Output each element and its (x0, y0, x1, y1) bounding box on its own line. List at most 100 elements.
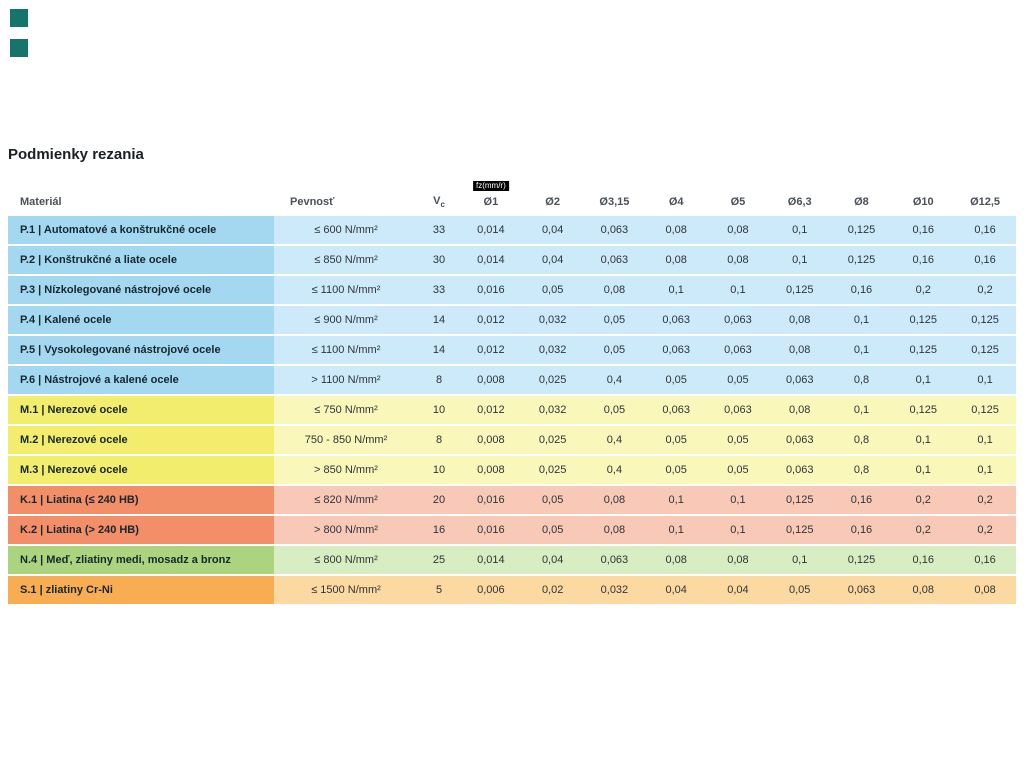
fz-value-cell: 0,04 (521, 546, 584, 575)
pevnost-cell: > 850 N/mm² (274, 456, 418, 485)
fz-value-cell: 0,125 (768, 486, 831, 515)
fz-value-cell: 0,4 (583, 366, 646, 395)
table-row-p.5: P.5 | Vysokolegované nástrojové ocele ≤ 1… (8, 336, 1016, 365)
fz-value-cell: 0,1 (892, 456, 955, 485)
table-row-p.2: P.2 | Konštrukčné a liate ocele ≤ 850 N/m… (8, 246, 1016, 275)
table-row-k.1: K.1 | Liatina (≤ 240 HB) ≤ 820 N/mm² 20 0,0… (8, 486, 1016, 515)
vc-cell: 5 (418, 576, 460, 605)
fz-value-cell: 0,16 (954, 546, 1016, 575)
fz-value-cell: 0,012 (460, 396, 522, 425)
vc-cell: 16 (418, 516, 460, 545)
fz-value-cell: 0,125 (954, 396, 1016, 425)
pevnost-cell: ≤ 900 N/mm² (274, 306, 418, 335)
vc-cell: 10 (418, 456, 460, 485)
fz-value-cell: 0,08 (707, 546, 769, 575)
column-header-d10: Ø10 (892, 182, 955, 215)
fz-value-cell: 0,063 (583, 216, 646, 245)
fz-value-cell: 0,08 (707, 216, 769, 245)
fz-value-cell: 0,125 (768, 516, 831, 545)
fz-value-cell: 0,05 (645, 426, 708, 455)
fz-value-cell: 0,08 (583, 516, 646, 545)
material-cell: K.1 | Liatina (≤ 240 HB) (8, 486, 274, 515)
fz-value-cell: 0,063 (830, 576, 893, 605)
material-cell: M.3 | Nerezové ocele (8, 456, 274, 485)
fz-value-cell: 0,16 (954, 216, 1016, 245)
fz-value-cell: 0,063 (583, 246, 646, 275)
fz-value-cell: 0,1 (645, 486, 708, 515)
column-header-d315: Ø3,15 (583, 182, 646, 215)
fz-value-cell: 0,16 (830, 486, 893, 515)
cutting-conditions-table: Materiál Pevnosť Vc fz(mm/r) Ø1 Ø2 Ø3,15 Ø4 Ø5 Ø6… (8, 180, 1016, 606)
material-cell: P.5 | Vysokolegované nástrojové ocele (8, 336, 274, 365)
table-row-p.6: P.6 | Nástrojové a kalené ocele > 1100 N/… (8, 366, 1016, 395)
fz-value-cell: 0,1 (707, 486, 769, 515)
fz-value-cell: 0,05 (645, 456, 708, 485)
table-row-p.4: P.4 | Kalené ocele ≤ 900 N/mm² 14 0,012 0,03… (8, 306, 1016, 335)
fz-value-cell: 0,05 (707, 456, 769, 485)
fz-value-cell: 0,1 (830, 306, 893, 335)
fz-value-cell: 0,016 (460, 276, 522, 305)
fz-value-cell: 0,8 (830, 456, 893, 485)
fz-value-cell: 0,2 (892, 516, 955, 545)
column-label-sub: c (440, 200, 445, 210)
pevnost-cell: ≤ 1100 N/mm² (274, 336, 418, 365)
pevnost-cell: ≤ 800 N/mm² (274, 546, 418, 575)
fz-value-cell: 0,04 (521, 246, 584, 275)
column-label: Ø5 (730, 196, 746, 209)
fz-value-cell: 0,1 (768, 246, 831, 275)
column-label: Ø12,5 (970, 196, 1001, 209)
vc-cell: 33 (418, 276, 460, 305)
table-row-n.4: N.4 | Meď, zliatiny medi, mosadz a bronz… (8, 546, 1016, 575)
logo-square-2 (10, 39, 28, 57)
material-cell: P.6 | Nástrojové a kalené ocele (8, 366, 274, 395)
fz-value-cell: 0,8 (830, 426, 893, 455)
vc-cell: 10 (418, 396, 460, 425)
table-row-p.1: P.1 | Automatové a konštrukčné ocele ≤ 60… (8, 216, 1016, 245)
pevnost-cell: ≤ 750 N/mm² (274, 396, 418, 425)
material-cell: M.1 | Nerezové ocele (8, 396, 274, 425)
fz-value-cell: 0,05 (521, 516, 584, 545)
fz-value-cell: 0,014 (460, 546, 522, 575)
material-cell: P.2 | Konštrukčné a liate ocele (8, 246, 274, 275)
fz-value-cell: 0,08 (645, 216, 708, 245)
fz-value-cell: 0,006 (460, 576, 522, 605)
fz-value-cell: 0,125 (830, 246, 893, 275)
fz-value-cell: 0,1 (707, 516, 769, 545)
table-row-s.1: S.1 | zliatiny Cr-Ni ≤ 1500 N/mm² 5 0,006 0,… (8, 576, 1016, 605)
fz-value-cell: 0,016 (460, 486, 522, 515)
fz-value-cell: 0,16 (892, 216, 955, 245)
column-label: Ø6,3 (787, 196, 812, 209)
column-header-material: Materiál (8, 182, 274, 215)
material-cell: K.2 | Liatina (> 240 HB) (8, 516, 274, 545)
material-cell: P.4 | Kalené ocele (8, 306, 274, 335)
fz-value-cell: 0,16 (954, 246, 1016, 275)
pevnost-cell: > 1100 N/mm² (274, 366, 418, 395)
table-row-m.1: M.1 | Nerezové ocele ≤ 750 N/mm² 10 0,012 0,… (8, 396, 1016, 425)
table-row-m.3: M.3 | Nerezové ocele > 850 N/mm² 10 0,008 0,… (8, 456, 1016, 485)
table-header: Materiál Pevnosť Vc fz(mm/r) Ø1 Ø2 Ø3,15 Ø4 Ø5 Ø6… (8, 181, 1016, 215)
fz-value-cell: 0,2 (892, 276, 955, 305)
fz-value-cell: 0,032 (521, 306, 584, 335)
header-row: Materiál Pevnosť Vc fz(mm/r) Ø1 Ø2 Ø3,15 Ø4 Ø5 Ø6… (8, 181, 1016, 215)
fz-value-cell: 0,05 (521, 276, 584, 305)
fz-value-cell: 0,08 (768, 396, 831, 425)
material-cell: P.3 | Nízkolegované nástrojové ocele (8, 276, 274, 305)
fz-value-cell: 0,063 (768, 366, 831, 395)
vc-cell: 33 (418, 216, 460, 245)
column-label: Ø4 (668, 196, 684, 209)
fz-value-cell: 0,05 (583, 336, 646, 365)
column-header-d8: Ø8 (830, 182, 893, 215)
pevnost-cell: ≤ 1500 N/mm² (274, 576, 418, 605)
fz-value-cell: 0,125 (954, 336, 1016, 365)
vc-cell: 30 (418, 246, 460, 275)
column-header-d5: Ø5 (707, 182, 769, 215)
column-label: Ø8 (854, 196, 869, 209)
fz-value-cell: 0,04 (645, 576, 708, 605)
fz-value-cell: 0,125 (768, 276, 831, 305)
fz-value-cell: 0,063 (645, 396, 708, 425)
fz-unit-badge: fz(mm/r) (472, 181, 509, 191)
material-cell: M.2 | Nerezové ocele (8, 426, 274, 455)
vc-cell: 14 (418, 336, 460, 365)
column-label: Ø2 (545, 196, 560, 209)
vc-cell: 25 (418, 546, 460, 575)
